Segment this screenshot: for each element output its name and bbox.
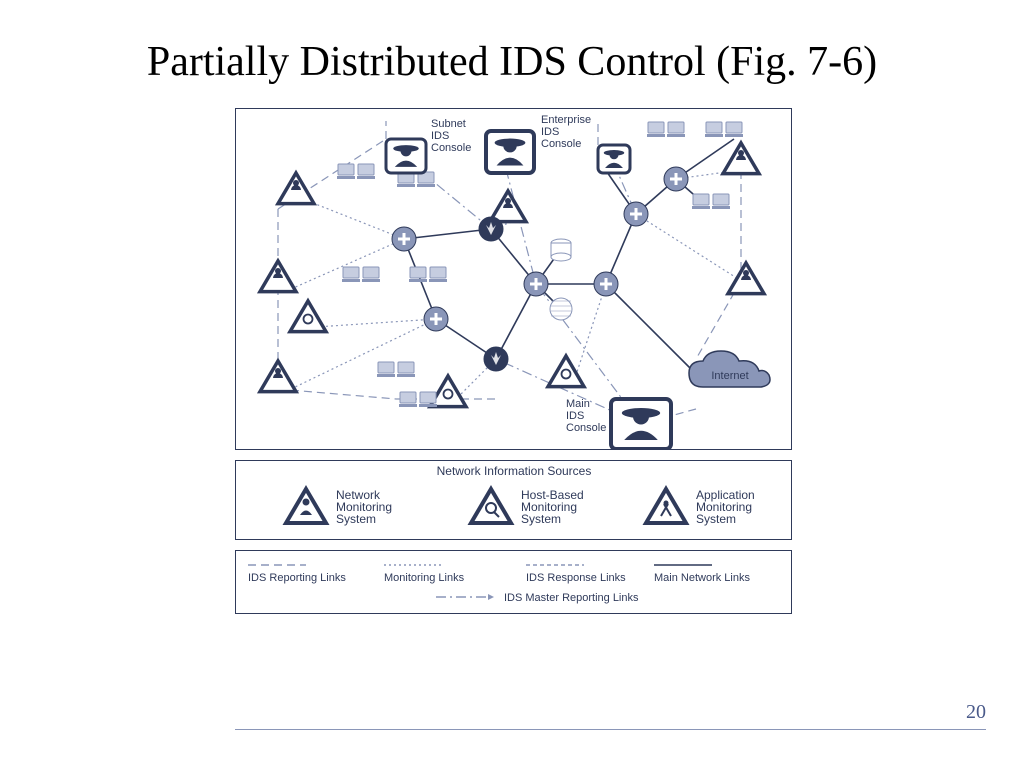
slide-title: Partially Distributed IDS Control (Fig. … (0, 38, 1024, 86)
svg-text:Main Network Links: Main Network Links (654, 572, 750, 584)
svg-text:System: System (336, 512, 376, 526)
network-diagram: InternetSubnetIDSConsoleEnterpriseIDSCon… (235, 108, 792, 450)
svg-text:System: System (521, 512, 561, 526)
svg-text:System: System (696, 512, 736, 526)
svg-text:IDS Master Reporting Links: IDS Master Reporting Links (504, 592, 639, 604)
footer-rule (235, 729, 986, 730)
svg-text:IDS: IDS (566, 410, 584, 422)
svg-text:IDS: IDS (541, 126, 559, 138)
diagram-svg: InternetSubnetIDSConsoleEnterpriseIDSCon… (236, 109, 791, 449)
slide: Partially Distributed IDS Control (Fig. … (0, 0, 1024, 768)
page-number: 20 (966, 701, 986, 724)
svg-text:Console: Console (431, 142, 471, 154)
legend-links-svg: IDS Reporting Links Monitoring Links IDS R… (236, 551, 791, 613)
svg-text:Main: Main (566, 398, 590, 410)
legend-links: IDS Reporting Links Monitoring Links IDS R… (235, 550, 792, 614)
svg-text:Internet: Internet (711, 370, 748, 382)
legend-sources: Network Information SourcesNetworkMonito… (235, 460, 792, 540)
svg-text:Console: Console (541, 138, 581, 150)
svg-text:IDS: IDS (431, 130, 449, 142)
svg-text:IDS Response Links: IDS Response Links (526, 572, 626, 584)
svg-text:IDS Reporting Links: IDS Reporting Links (248, 572, 346, 584)
svg-text:Enterprise: Enterprise (541, 114, 591, 126)
svg-text:Console: Console (566, 422, 606, 434)
svg-text:Monitoring Links: Monitoring Links (384, 572, 465, 584)
svg-text:Subnet: Subnet (431, 118, 466, 130)
legend-sources-svg: Network Information SourcesNetworkMonito… (236, 461, 791, 539)
svg-text:Network Information Sources: Network Information Sources (437, 464, 592, 478)
